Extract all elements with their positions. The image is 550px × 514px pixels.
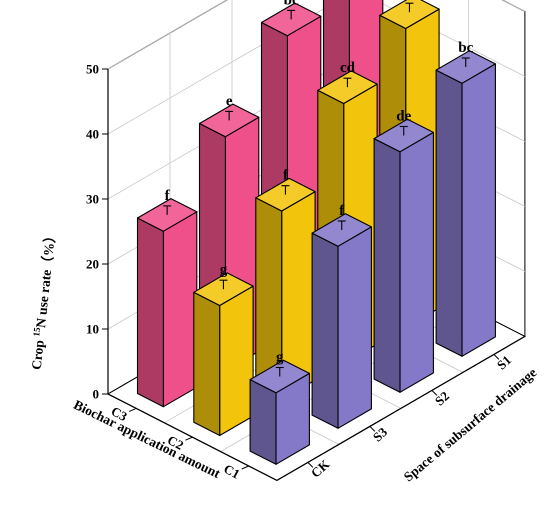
significance-letter: g [276, 350, 284, 366]
bar-C1-S3 [311, 213, 372, 429]
x-tick-mark [128, 407, 137, 412]
bar-C2-CK [193, 272, 254, 437]
bar-side-face [373, 138, 401, 393]
y-axis-line [276, 335, 526, 481]
bar-side-face [311, 232, 339, 429]
bar-side-face [249, 379, 277, 465]
chart-labels: abcefabcdfgbcdefg [165, 0, 474, 366]
y-tick-mark [431, 390, 438, 396]
bar-side-face [136, 217, 164, 408]
z-tick-label: 0 [93, 387, 100, 402]
z-axis-title: Crop 15N use rate（%） [28, 228, 59, 370]
bar-front-face [337, 226, 372, 429]
bar-front-face [219, 285, 254, 437]
chart-bars [136, 0, 496, 465]
significance-letter: f [165, 188, 171, 204]
x-tick-mark [185, 436, 193, 441]
y-tick-mark [369, 426, 376, 432]
bar-C1-S2 [373, 118, 434, 393]
x-tick-label: C1 [221, 461, 242, 482]
y-tick-label: S3 [370, 424, 391, 445]
x-tick-label: C3 [109, 403, 131, 424]
bar-top-face [379, 0, 440, 30]
significance-letter: f [339, 203, 345, 219]
significance-letter: f [283, 168, 289, 184]
bar-front-face [461, 63, 496, 357]
significance-letter: cd [340, 60, 356, 76]
bar-front-face [399, 131, 434, 393]
z-tick-label: 40 [86, 127, 99, 142]
z-tick-label: 10 [86, 322, 99, 337]
z-tick-label: 50 [86, 62, 99, 77]
significance-letter: bc [458, 40, 473, 56]
bar-side-face [193, 291, 221, 437]
bar-C1-CK [249, 359, 310, 465]
x-tick-label: C2 [165, 432, 186, 453]
x-tick-mark [241, 465, 249, 470]
significance-letter: bc [284, 0, 299, 8]
z-tick-label: 20 [86, 257, 99, 272]
significance-letter: de [396, 109, 411, 125]
significance-letter: e [226, 93, 233, 109]
bar-C1-S1 [435, 50, 496, 357]
y-tick-mark [493, 354, 500, 360]
z-tick-label: 30 [86, 192, 99, 207]
significance-letter: ab [402, 0, 418, 1]
y-tick-label: S2 [432, 388, 452, 408]
y-tick-label: S1 [494, 352, 514, 372]
bar-C3-CK [136, 198, 198, 408]
significance-letter: g [220, 262, 228, 278]
bar-front-face [162, 211, 198, 408]
y-tick-mark [307, 462, 314, 468]
z-gridline [107, 0, 526, 70]
bar-side-face [435, 69, 463, 357]
